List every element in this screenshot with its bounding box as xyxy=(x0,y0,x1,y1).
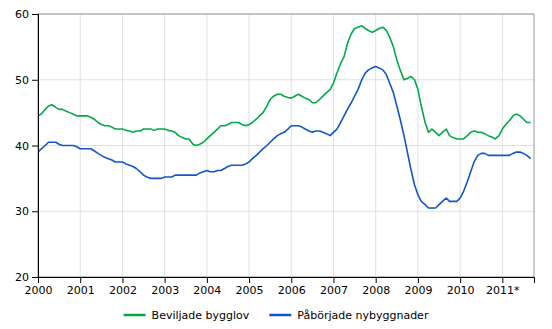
grid-line xyxy=(164,14,165,277)
legend-swatch xyxy=(269,314,291,317)
y-axis: 20 30 40 50 60 xyxy=(15,8,39,284)
tick: 20 xyxy=(15,271,38,284)
grid-line xyxy=(417,14,418,277)
axis-line xyxy=(39,278,535,284)
tick-label: 2002 xyxy=(109,284,137,297)
grid-line xyxy=(375,14,376,277)
tick-label: 2011* xyxy=(486,284,520,297)
tick: 50 xyxy=(15,74,38,87)
grid xyxy=(38,14,534,277)
tick: 2002 xyxy=(109,277,137,297)
tick-mark xyxy=(207,277,208,283)
tick: 2001 xyxy=(67,277,95,297)
tick-mark xyxy=(418,277,419,283)
tick: 2011* xyxy=(486,277,520,297)
tick-mark xyxy=(249,277,250,283)
tick-label: 2008 xyxy=(362,284,390,297)
tick-label: 50 xyxy=(15,74,29,87)
tick: 2010 xyxy=(447,277,475,297)
tick-mark xyxy=(460,277,461,283)
tick: 2005 xyxy=(236,277,264,297)
tick: 30 xyxy=(15,205,38,218)
grid-line xyxy=(80,14,81,277)
tick-label: 30 xyxy=(15,205,29,218)
tick-label: 2000 xyxy=(25,284,53,297)
tick-mark xyxy=(32,80,38,81)
legend: Beviljade bygglov Påbörjade nybyggnader xyxy=(124,309,429,322)
tick-label: 40 xyxy=(15,140,29,153)
tick-label: 2003 xyxy=(151,284,179,297)
plot-frame xyxy=(38,14,534,277)
x-axis: 2000 2001 2002 2003 2004 2005 2006 2007 2008 2009… xyxy=(25,277,535,297)
tick-label: 2010 xyxy=(447,284,475,297)
grid-line xyxy=(38,145,534,146)
tick-label: 2007 xyxy=(320,284,348,297)
tick-label: 2006 xyxy=(278,284,306,297)
legend-item: Beviljade bygglov xyxy=(124,309,250,322)
tick: 2009 xyxy=(404,277,432,297)
plot: 2000 2001 2002 2003 2004 2005 2006 2007 2008 2009… xyxy=(15,8,535,297)
grid-line xyxy=(38,211,534,212)
legend-item: Påbörjade nybyggnader xyxy=(269,309,429,322)
tick-mark xyxy=(32,211,38,212)
tick-label: 20 xyxy=(15,271,29,284)
tick: 2003 xyxy=(151,277,179,297)
tick-mark xyxy=(32,146,38,147)
legend-label: Beviljade bygglov xyxy=(152,309,250,322)
tick-mark xyxy=(333,277,334,283)
axis-line xyxy=(32,15,39,278)
tick-mark xyxy=(165,277,166,283)
tick-label: 2004 xyxy=(193,284,221,297)
legend-swatch xyxy=(124,314,146,317)
series-lines xyxy=(38,26,531,208)
tick: 2007 xyxy=(320,277,348,297)
tick-mark xyxy=(291,277,292,283)
tick: 2004 xyxy=(193,277,221,297)
series-line xyxy=(38,67,531,208)
tick-label: 2005 xyxy=(236,284,264,297)
grid-line xyxy=(291,14,292,277)
tick-label: 60 xyxy=(15,8,29,21)
grid-line xyxy=(206,14,207,277)
tick-mark xyxy=(80,277,81,283)
grid-line xyxy=(502,14,503,277)
grid-line xyxy=(38,79,534,80)
legend-label: Påbörjade nybyggnader xyxy=(297,309,429,322)
tick: 40 xyxy=(15,140,38,153)
tick-mark xyxy=(376,277,377,283)
tick-mark xyxy=(32,277,38,278)
tick-mark xyxy=(122,277,123,283)
tick-label: 2009 xyxy=(404,284,432,297)
tick-label: 2001 xyxy=(67,284,95,297)
tick: 2008 xyxy=(362,277,390,297)
grid-line xyxy=(460,14,461,277)
tick: 2006 xyxy=(278,277,306,297)
grid-line xyxy=(249,14,250,277)
chart: 2000 2001 2002 2003 2004 2005 2006 2007 2008 2009… xyxy=(0,0,552,329)
tick-mark xyxy=(32,14,38,15)
grid-line xyxy=(333,14,334,277)
tick-mark xyxy=(502,277,503,283)
series-line xyxy=(38,26,531,146)
tick: 60 xyxy=(15,8,38,21)
grid-line xyxy=(122,14,123,277)
